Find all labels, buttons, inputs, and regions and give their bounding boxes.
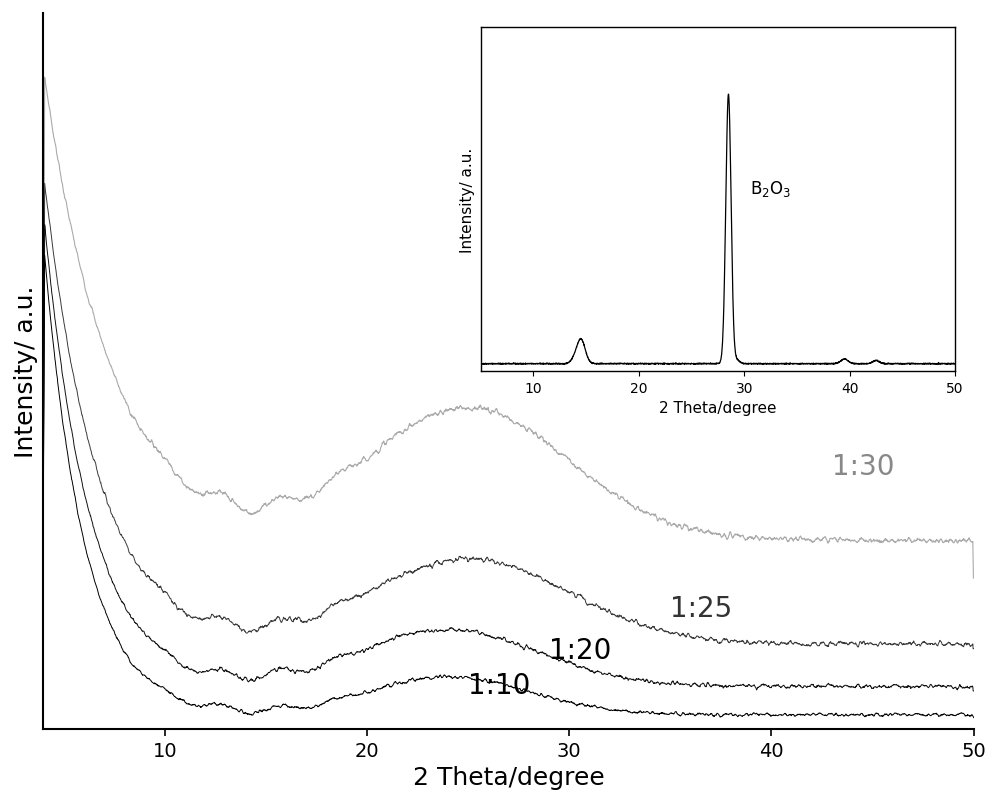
Text: 1:25: 1:25: [670, 594, 733, 622]
Text: 1:30: 1:30: [832, 453, 895, 481]
X-axis label: 2 Theta/degree: 2 Theta/degree: [413, 765, 604, 789]
Text: 1:10: 1:10: [468, 671, 531, 699]
Text: 1:20: 1:20: [549, 636, 611, 664]
Y-axis label: Intensity/ a.u.: Intensity/ a.u.: [14, 285, 38, 458]
